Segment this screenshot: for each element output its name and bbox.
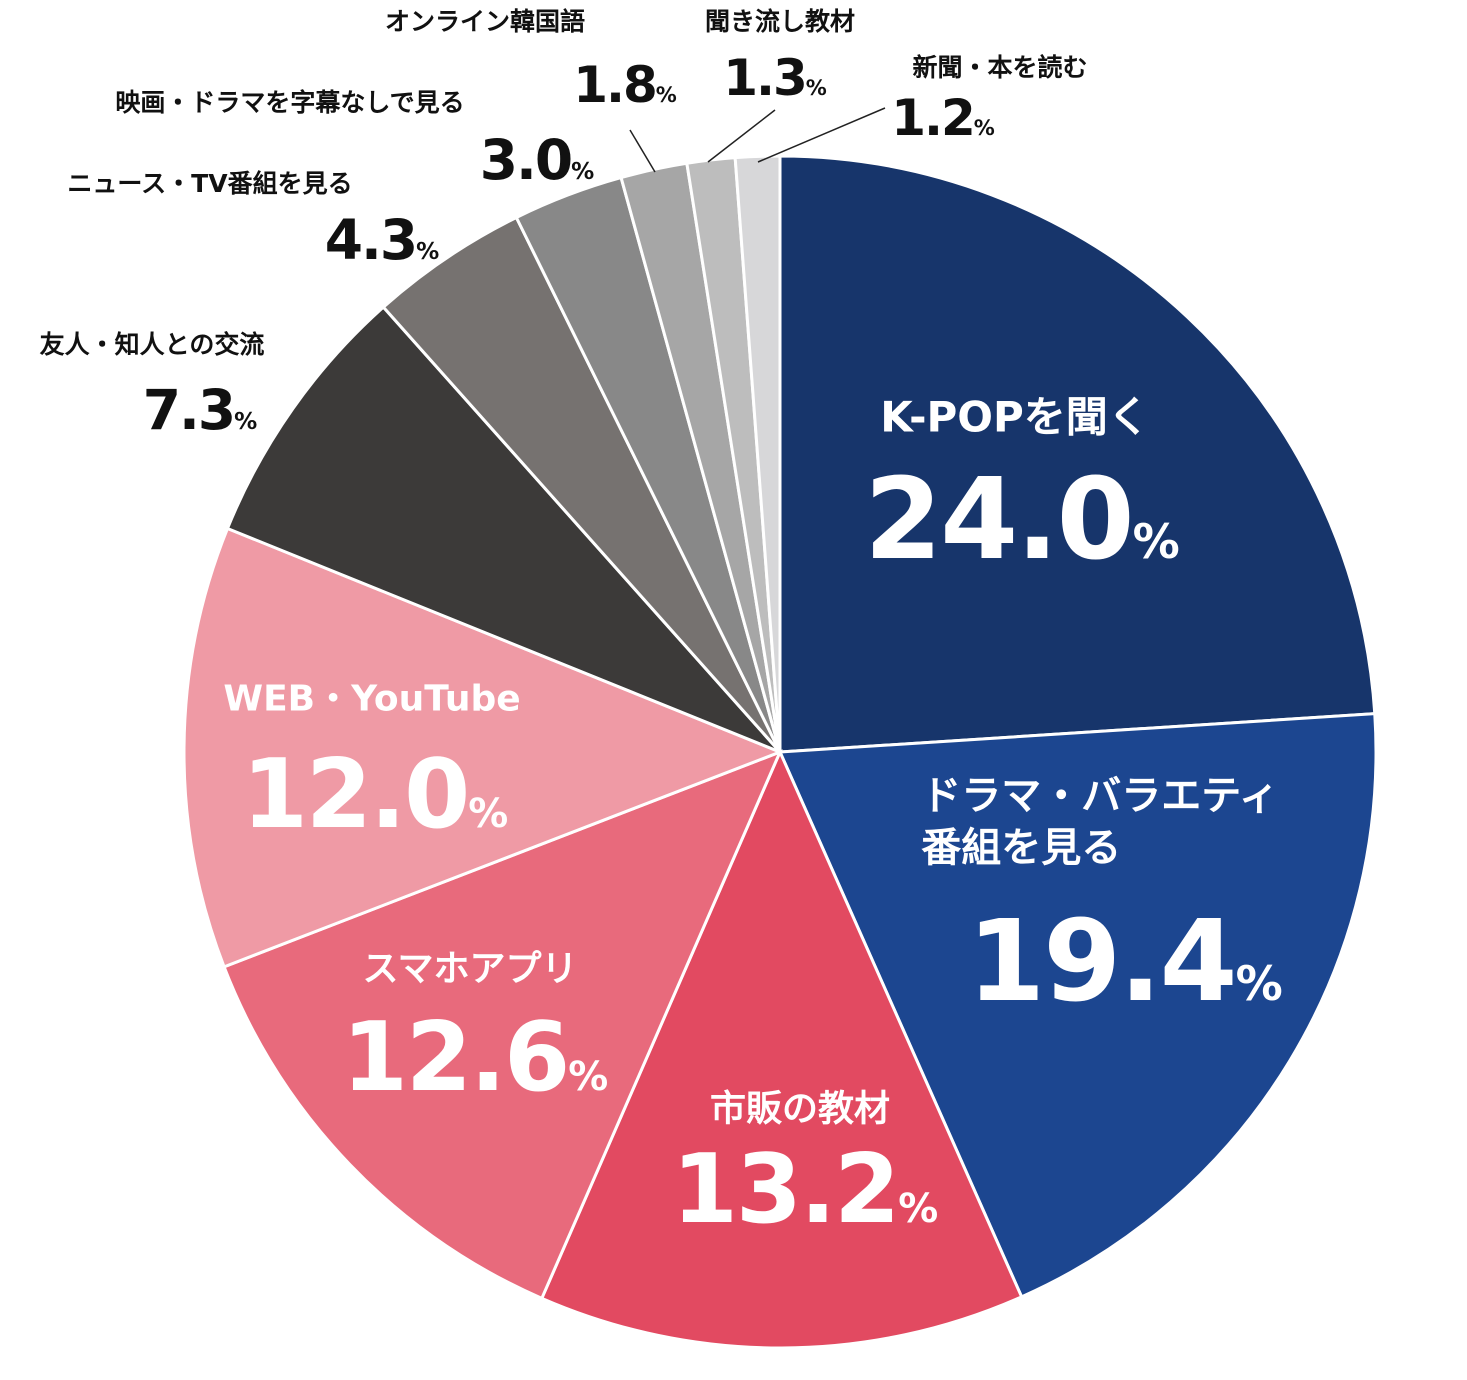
- value-unit: %: [568, 1054, 609, 1100]
- value-number: 12.6: [341, 1003, 570, 1113]
- category-label: オンライン韓国語: [384, 6, 586, 36]
- value-number: 12.0: [241, 740, 470, 850]
- category-label: 市販の教材: [709, 1088, 891, 1130]
- value-label: 4.3%: [325, 208, 440, 272]
- category-label: ドラマ・バラエティ 番組を見る: [921, 773, 1279, 871]
- value-unit: %: [234, 409, 258, 435]
- value-number: 19.4: [967, 897, 1237, 1027]
- pie-slice: [182, 526, 785, 969]
- value-unit: %: [1132, 515, 1180, 570]
- value-number: 3.0: [479, 128, 573, 192]
- pie-slice: [733, 154, 782, 753]
- value-label: 13.2%: [672, 1135, 938, 1245]
- value-number: 1.2: [891, 89, 976, 147]
- value-number: 1.3: [723, 49, 808, 107]
- value-label: 1.8%: [573, 56, 677, 114]
- leader-line: [629, 129, 656, 173]
- pie-slice: [222, 749, 783, 1301]
- value-number: 24.0: [864, 455, 1134, 585]
- value-number: 1.8: [573, 56, 658, 114]
- pie-slice: [777, 712, 1378, 1299]
- value-label: 1.2%: [891, 89, 995, 147]
- value-unit: %: [898, 1186, 939, 1232]
- pie-slice: [778, 154, 1377, 754]
- category-label: K-POPを聞く: [880, 392, 1150, 442]
- value-label: 19.4%: [967, 897, 1282, 1027]
- value-number: 7.3: [142, 378, 236, 442]
- value-number: 13.2: [671, 1135, 900, 1245]
- pie-slice: [539, 748, 1024, 1350]
- category-label: ニュース・TV番組を見る: [67, 168, 353, 198]
- category-label: WEB・YouTube: [223, 678, 521, 720]
- value-unit: %: [805, 76, 827, 100]
- value-unit: %: [1235, 957, 1283, 1012]
- value-label: 12.6%: [342, 1003, 608, 1113]
- value-unit: %: [468, 791, 509, 837]
- category-label: 友人・知人との交流: [39, 329, 265, 359]
- category-label: スマホアプリ: [362, 948, 578, 990]
- value-unit: %: [416, 239, 440, 265]
- value-label: 3.0%: [480, 128, 595, 192]
- value-label: 24.0%: [864, 455, 1179, 585]
- leader-line: [707, 109, 776, 163]
- value-label: 12.0%: [242, 740, 508, 850]
- value-unit: %: [655, 83, 677, 107]
- pie-slice: [225, 305, 782, 754]
- value-label: 7.3%: [143, 378, 258, 442]
- category-label: 聞き流し教材: [704, 6, 856, 36]
- leader-line: [757, 107, 886, 163]
- value-number: 4.3: [324, 208, 418, 272]
- value-unit: %: [571, 159, 595, 185]
- category-label: 新聞・本を読む: [912, 52, 1088, 82]
- value-label: 1.3%: [723, 49, 827, 107]
- category-label: 映画・ドラマを字幕なしで見る: [115, 87, 465, 117]
- value-unit: %: [973, 116, 995, 140]
